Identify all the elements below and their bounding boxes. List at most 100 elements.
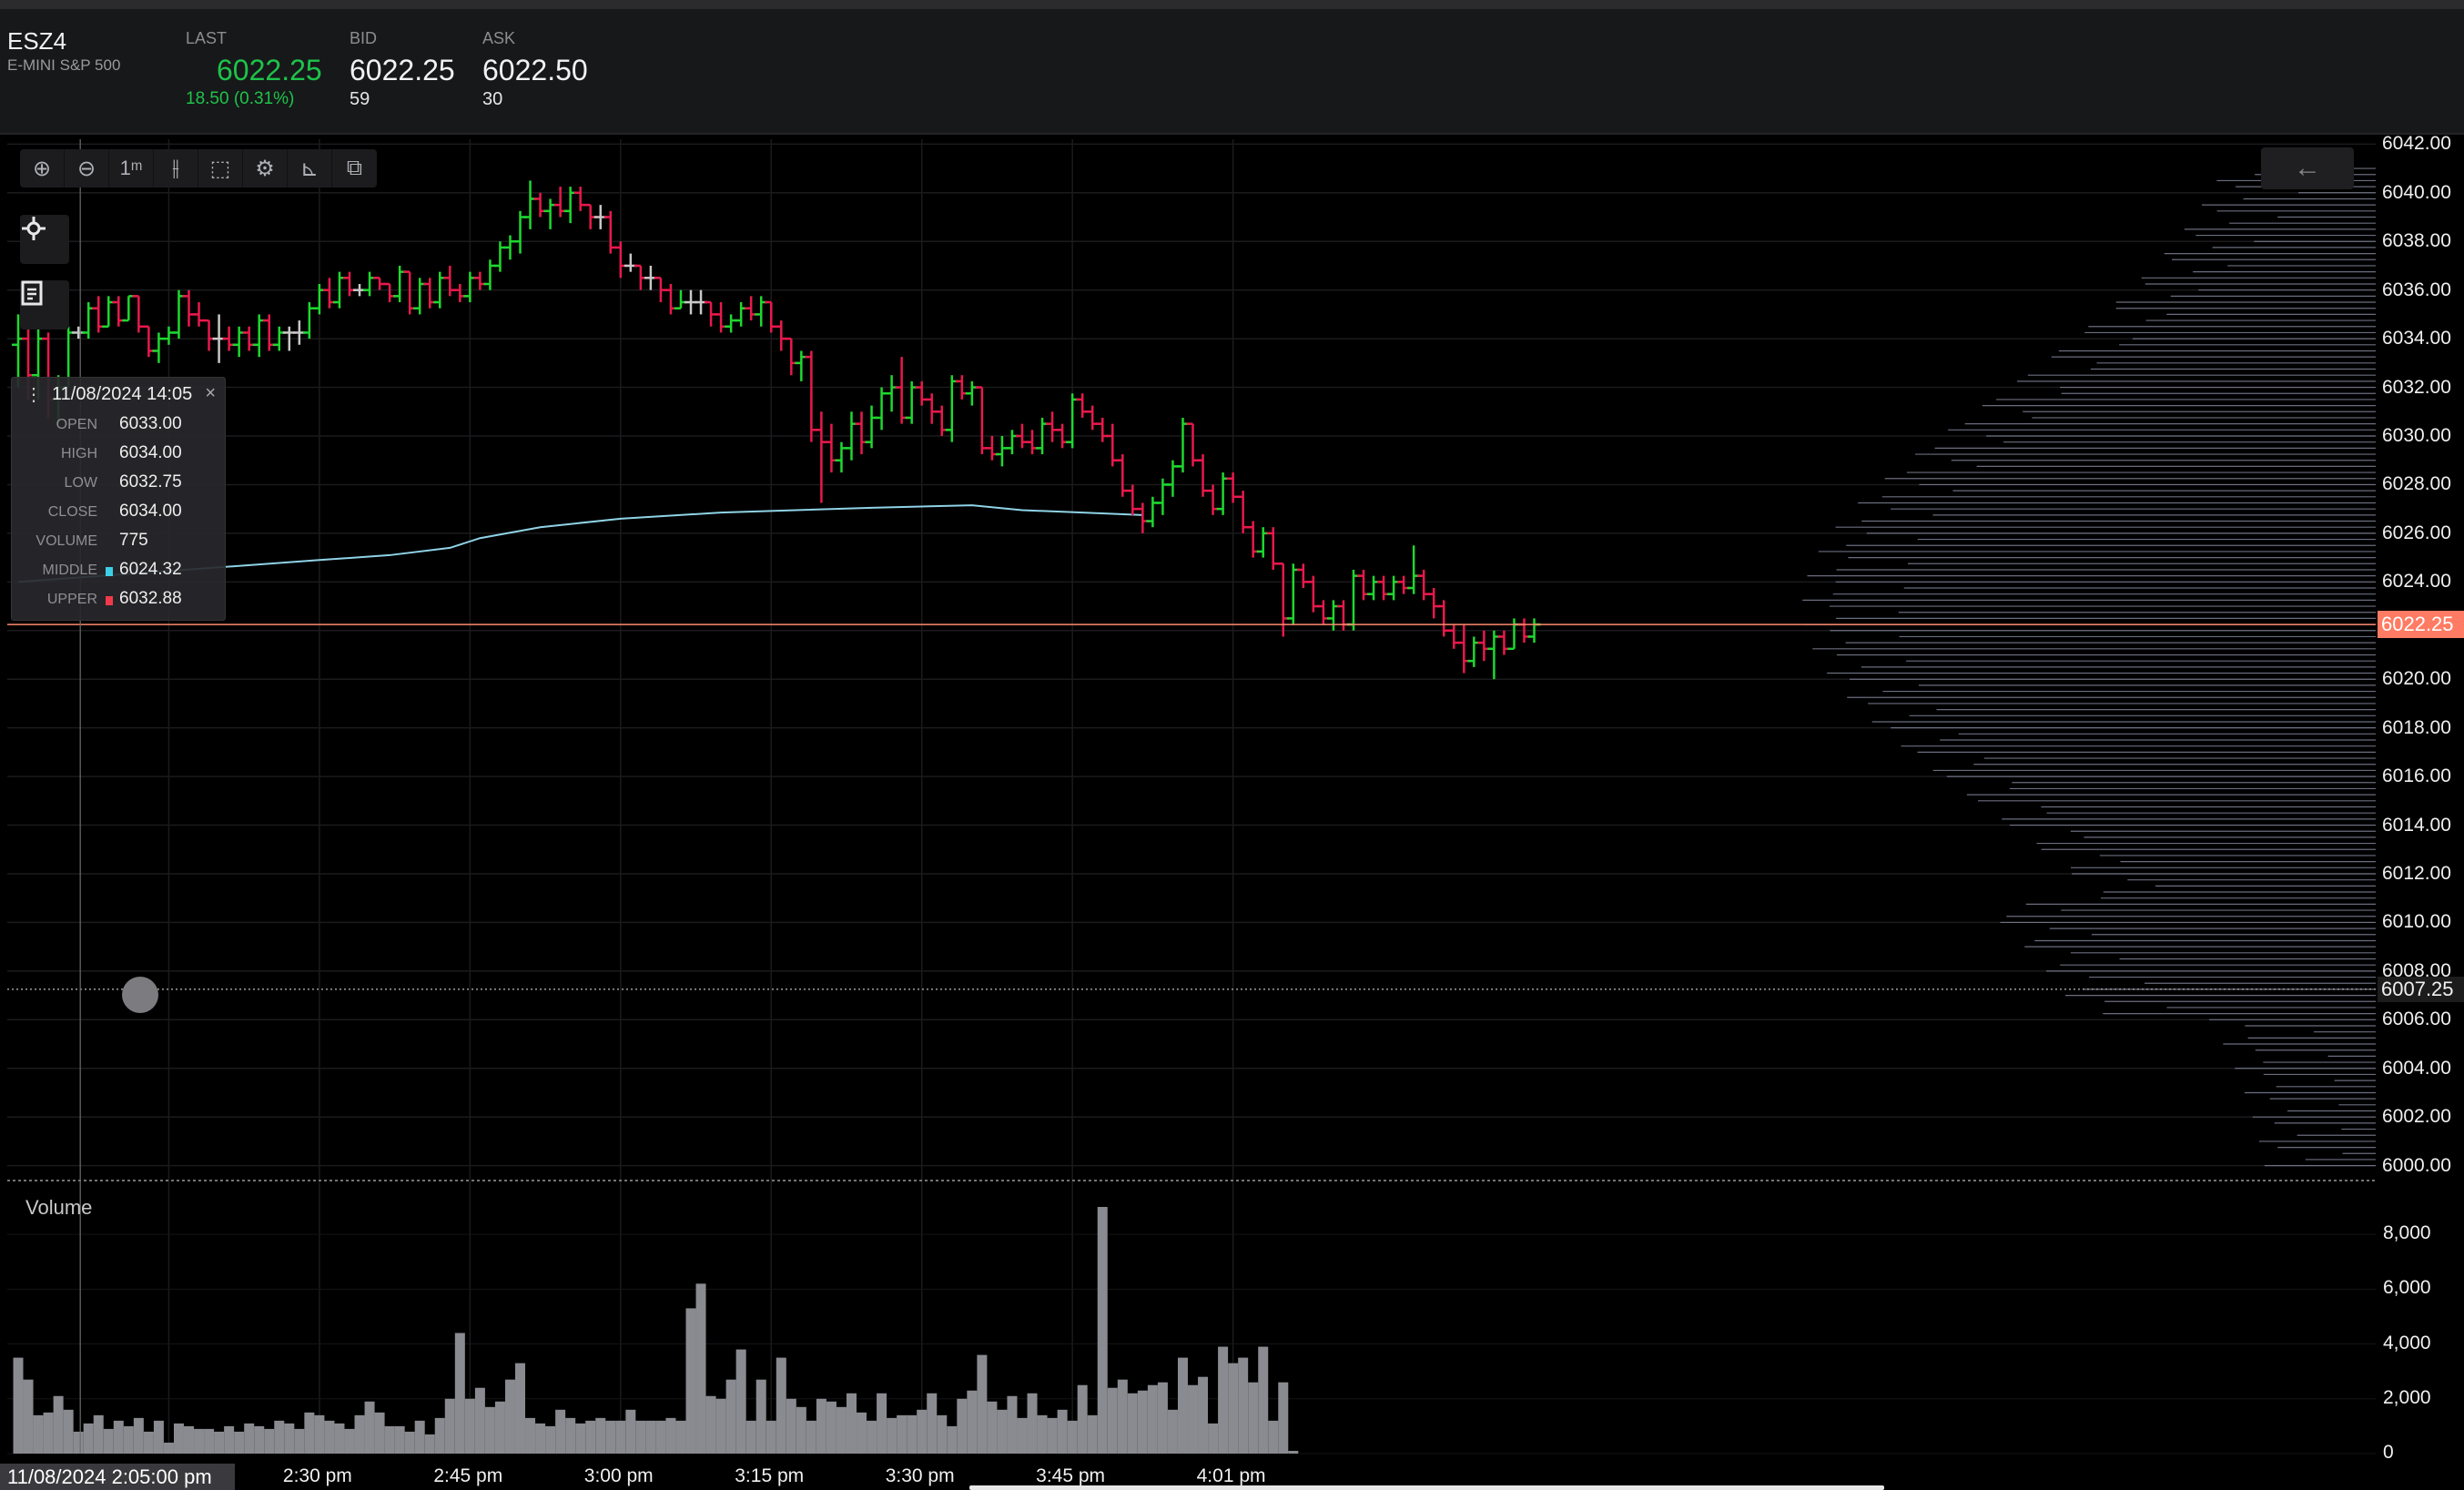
volume-bar: [987, 1401, 998, 1454]
price-tick-label: 6020.00: [2382, 668, 2451, 690]
volume-bar: [254, 1425, 265, 1454]
volume-bar: [334, 1423, 345, 1454]
volume-bar: [705, 1395, 716, 1454]
volume-bar: [93, 1414, 104, 1454]
bid-value[interactable]: 6022.25: [350, 54, 455, 86]
interval-icon[interactable]: 1ᵐ: [109, 149, 154, 188]
bid-label: BID: [350, 29, 378, 47]
volume-bar: [454, 1333, 465, 1454]
info-key: VOLUME: [35, 533, 97, 549]
bid-column: BID 6022.25 59: [350, 29, 455, 110]
price-tick-label: 6014.00: [2382, 814, 2451, 836]
volume-bar: [163, 1442, 174, 1454]
volume-bar: [776, 1357, 786, 1454]
time-tick-label: 3:00 pm: [583, 1465, 654, 1486]
volume-bar: [43, 1412, 54, 1454]
info-value: 6024.32: [119, 560, 182, 579]
volume-bar: [1117, 1379, 1128, 1454]
cursor-indicator: [122, 977, 158, 1013]
volume-bar: [1057, 1409, 1068, 1454]
drag-handle-icon[interactable]: ⋮: [25, 384, 43, 405]
volume-bar: [404, 1431, 415, 1454]
volume-bar: [715, 1398, 726, 1454]
horizontal-scrollbar[interactable]: [969, 1485, 1884, 1490]
volume-bar: [83, 1423, 94, 1454]
volume-bar: [1047, 1417, 1058, 1454]
price-tick-label: 6002.00: [2382, 1106, 2451, 1128]
volume-bar: [665, 1417, 676, 1454]
volume-bar: [63, 1409, 74, 1454]
layout-icon[interactable]: ⧉: [346, 156, 363, 180]
crosshair-icon[interactable]: [20, 215, 69, 264]
volume-bar: [927, 1393, 938, 1454]
ohlc-info-box: ⋮ 11/08/2024 14:05 × OPEN 6033.00 HIGH 603…: [11, 377, 226, 621]
volume-bar: [1258, 1346, 1269, 1454]
volume-bar: [344, 1428, 355, 1454]
volume-bar: [244, 1423, 255, 1454]
price-tick-label: 6004.00: [2382, 1057, 2451, 1079]
info-box-header[interactable]: ⋮ 11/08/2024 14:05 ×: [12, 378, 225, 411]
arrow-left-icon[interactable]: ←: [2261, 147, 2354, 189]
notes-icon[interactable]: [20, 280, 69, 329]
ask-value[interactable]: 6022.50: [482, 54, 588, 86]
bid-size: 59: [350, 89, 370, 109]
price-tick-label: 6038.00: [2382, 230, 2451, 252]
volume-bar: [464, 1398, 475, 1454]
volume-bar: [1208, 1423, 1219, 1454]
volume-bar: [625, 1409, 636, 1454]
last-change: 18.50 (0.31%): [186, 89, 295, 108]
price-tick-label: 6008.00: [2382, 959, 2451, 981]
volume-bar: [735, 1349, 746, 1454]
volume-bar: [1027, 1393, 1038, 1454]
info-value: 6032.88: [119, 589, 182, 608]
chart-area[interactable]: ⊕ ⊖ 1ᵐ ⫲ ⬚ ⚙ ⊾ ⧉ ⋮ 11/08/2024 14:05 × OP…: [0, 133, 2464, 1490]
price-tick-label: 6012.00: [2382, 862, 2451, 884]
indicators-icon[interactable]: ⊾: [288, 149, 332, 188]
volume-bar: [857, 1412, 867, 1454]
volume-bar: [1278, 1382, 1289, 1454]
volume-bar: [133, 1417, 144, 1454]
volume-bar: [957, 1398, 968, 1454]
volume-bar: [123, 1425, 134, 1454]
volume-bar: [414, 1420, 425, 1454]
info-key: CLOSE: [47, 504, 97, 520]
volume-bar: [284, 1423, 295, 1454]
volume-bar: [695, 1283, 706, 1454]
volume-bar: [214, 1431, 225, 1454]
volume-bar: [384, 1425, 395, 1454]
info-key: LOW: [64, 475, 97, 491]
info-key: OPEN: [56, 417, 97, 432]
settings-icon[interactable]: ⚙: [243, 149, 288, 188]
price-tick-label: 6018.00: [2382, 716, 2451, 738]
info-row-upper: UPPER 6032.88: [12, 587, 225, 614]
symbol-label[interactable]: ESZ4: [7, 27, 67, 55]
volume-tick-label: 4,000: [2383, 1332, 2431, 1353]
time-tick-label: 3:15 pm: [735, 1465, 805, 1486]
volume-bar: [917, 1409, 928, 1454]
close-icon[interactable]: ×: [205, 383, 216, 403]
info-row-volume: VOLUME 775: [12, 529, 225, 556]
middle-swatch: [106, 567, 113, 576]
volume-bar: [1017, 1417, 1028, 1454]
time-tick-label: 3:30 pm: [885, 1465, 955, 1486]
volume-bar: [474, 1387, 485, 1454]
vwap-line: [17, 504, 1143, 583]
selection-icon[interactable]: ⬚: [198, 149, 243, 188]
volume-bar: [555, 1409, 566, 1454]
price-tick-label: 6040.00: [2382, 181, 2451, 203]
volume-bar: [294, 1428, 305, 1454]
volume-bar: [424, 1434, 435, 1454]
price-tick-label: 6036.00: [2382, 279, 2451, 300]
price-chart-canvas[interactable]: [0, 135, 2464, 1490]
info-value: 6034.00: [119, 502, 182, 521]
price-tick-label: 6026.00: [2382, 522, 2451, 543]
zoom-in-icon[interactable]: ⊕: [20, 149, 65, 188]
price-tick-label: 6006.00: [2382, 1009, 2451, 1030]
volume-bar: [615, 1420, 626, 1454]
volume-bar: [194, 1428, 205, 1454]
zoom-out-icon[interactable]: ⊖: [65, 149, 109, 188]
volume-bar: [997, 1409, 1008, 1454]
bar-type-icon[interactable]: ⫲: [154, 149, 198, 188]
volume-bar: [977, 1354, 988, 1454]
volume-bar: [1157, 1382, 1168, 1454]
